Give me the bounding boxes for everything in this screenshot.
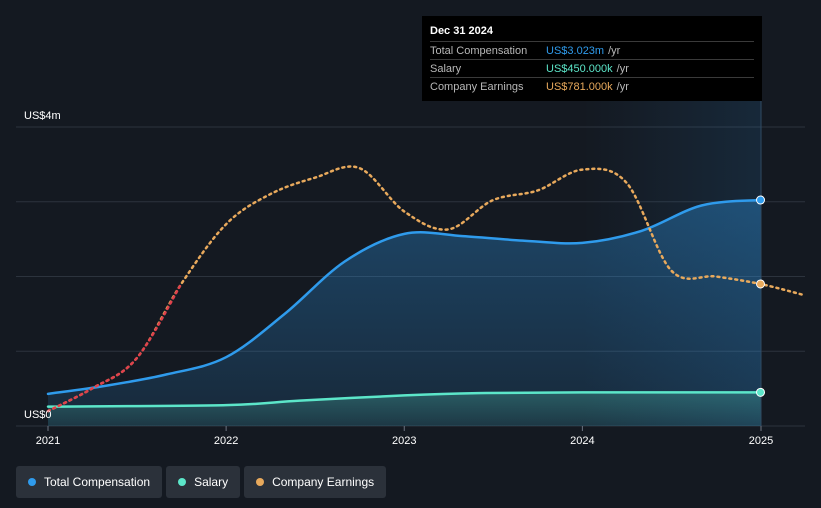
x-tick-label: 2022 xyxy=(214,435,238,447)
total-compensation-area xyxy=(48,200,761,426)
legend: Total Compensation Salary Company Earnin… xyxy=(16,466,387,498)
tooltip-unit: /yr xyxy=(616,80,629,93)
x-tick-label: 2021 xyxy=(36,435,60,447)
legend-item-company-earnings[interactable]: Company Earnings xyxy=(244,466,387,498)
tooltip-row-salary: Salary US$450.000k /yr xyxy=(430,59,754,77)
legend-label: Salary xyxy=(194,475,229,489)
tooltip-date: Dec 31 2024 xyxy=(430,25,493,37)
x-tick-label: 2025 xyxy=(749,435,773,447)
company-earnings-line xyxy=(46,165,806,413)
tooltip-unit: /yr xyxy=(616,62,629,75)
company-earnings-marker xyxy=(756,279,766,289)
company-earnings-line-early xyxy=(46,282,183,413)
total-compensation-marker xyxy=(756,195,766,205)
legend-label: Total Compensation xyxy=(44,475,151,489)
tooltip-label: Salary xyxy=(430,62,462,75)
legend-dot-icon xyxy=(256,478,265,486)
tooltip-value: US$781.000k xyxy=(546,80,613,93)
legend-dot-icon xyxy=(28,478,36,486)
tooltip: Dec 31 2024 Total Compensation US$3.023m… xyxy=(422,16,762,101)
total-compensation-line xyxy=(46,198,762,396)
legend-dot-icon xyxy=(178,478,187,486)
tooltip-label: Company Earnings xyxy=(430,80,524,93)
tooltip-label: Total Compensation xyxy=(430,44,528,57)
legend-label: Company Earnings xyxy=(272,475,375,489)
salary-marker xyxy=(756,387,766,397)
tooltip-row-company-earnings: Company Earnings US$781.000k /yr xyxy=(430,77,754,95)
tooltip-unit: /yr xyxy=(608,44,621,57)
x-tick-label: 2024 xyxy=(570,435,594,447)
legend-item-salary[interactable]: Salary xyxy=(166,466,241,498)
y-tick-label: US$4m xyxy=(24,110,61,122)
x-tick-label: 2023 xyxy=(392,435,416,447)
legend-item-total-compensation[interactable]: Total Compensation xyxy=(16,466,163,498)
salary-line xyxy=(46,391,762,408)
y-tick-label: US$0 xyxy=(24,409,52,421)
salary-area xyxy=(48,392,761,426)
tooltip-row-total-compensation: Total Compensation US$3.023m /yr xyxy=(430,41,754,59)
tooltip-value: US$3.023m xyxy=(546,44,605,57)
tooltip-value: US$450.000k xyxy=(546,62,613,75)
